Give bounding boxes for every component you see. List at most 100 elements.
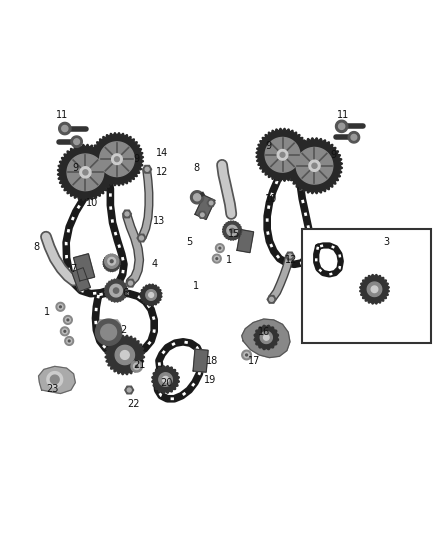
Polygon shape — [219, 247, 221, 249]
Polygon shape — [105, 335, 145, 375]
Polygon shape — [256, 128, 309, 181]
Polygon shape — [134, 363, 140, 369]
Polygon shape — [140, 284, 162, 306]
Polygon shape — [309, 160, 320, 171]
Text: 7: 7 — [71, 264, 77, 273]
Text: 11: 11 — [56, 110, 68, 120]
Text: 4: 4 — [151, 260, 157, 269]
Polygon shape — [146, 289, 156, 300]
Text: 17: 17 — [247, 356, 260, 366]
Polygon shape — [105, 279, 127, 302]
Polygon shape — [270, 297, 273, 301]
Polygon shape — [129, 281, 132, 285]
Polygon shape — [215, 244, 224, 253]
Polygon shape — [218, 246, 222, 251]
Polygon shape — [198, 212, 206, 218]
Polygon shape — [191, 191, 204, 204]
Text: 8: 8 — [193, 163, 199, 173]
Text: 16: 16 — [258, 327, 271, 337]
Text: 18: 18 — [206, 356, 218, 366]
Text: 23: 23 — [46, 384, 58, 394]
Polygon shape — [286, 138, 343, 193]
Text: 20: 20 — [160, 377, 172, 387]
Polygon shape — [110, 284, 122, 297]
Polygon shape — [265, 138, 300, 172]
Polygon shape — [60, 306, 61, 308]
Text: 8: 8 — [33, 242, 39, 252]
Polygon shape — [65, 336, 74, 345]
Polygon shape — [80, 167, 91, 178]
Polygon shape — [74, 254, 95, 281]
Polygon shape — [64, 330, 66, 332]
Polygon shape — [108, 257, 116, 265]
Polygon shape — [127, 388, 131, 392]
Polygon shape — [113, 288, 119, 293]
Polygon shape — [280, 152, 285, 157]
Text: 9: 9 — [134, 154, 140, 164]
Polygon shape — [71, 136, 82, 147]
Polygon shape — [115, 345, 134, 365]
Polygon shape — [131, 361, 142, 372]
Polygon shape — [137, 234, 146, 242]
Polygon shape — [254, 325, 279, 350]
Polygon shape — [343, 248, 367, 272]
Polygon shape — [209, 201, 213, 205]
Polygon shape — [267, 296, 276, 303]
Text: 1: 1 — [193, 281, 199, 291]
Polygon shape — [67, 319, 69, 321]
Polygon shape — [336, 120, 348, 133]
Text: 15: 15 — [228, 229, 240, 239]
Polygon shape — [115, 157, 119, 161]
Polygon shape — [152, 366, 179, 393]
Polygon shape — [149, 293, 153, 297]
Polygon shape — [60, 327, 69, 336]
Polygon shape — [286, 252, 294, 260]
Text: 14: 14 — [155, 148, 168, 158]
Polygon shape — [47, 372, 63, 387]
Polygon shape — [260, 332, 272, 343]
Polygon shape — [101, 324, 117, 340]
Polygon shape — [371, 286, 378, 293]
Polygon shape — [125, 212, 129, 216]
Polygon shape — [242, 350, 251, 360]
Polygon shape — [288, 254, 292, 258]
Polygon shape — [145, 167, 149, 171]
Polygon shape — [56, 302, 65, 311]
Polygon shape — [62, 125, 68, 132]
Polygon shape — [50, 375, 59, 384]
Polygon shape — [107, 259, 117, 268]
Polygon shape — [367, 282, 381, 296]
Polygon shape — [339, 123, 345, 130]
Polygon shape — [230, 229, 234, 233]
Polygon shape — [63, 329, 67, 334]
Polygon shape — [97, 320, 120, 341]
Polygon shape — [162, 376, 169, 383]
Text: 12: 12 — [285, 255, 297, 265]
Polygon shape — [83, 170, 88, 175]
Polygon shape — [140, 236, 143, 240]
Polygon shape — [277, 150, 288, 160]
Polygon shape — [110, 260, 113, 263]
Text: 12: 12 — [155, 167, 168, 177]
Polygon shape — [67, 338, 71, 343]
Polygon shape — [244, 352, 249, 358]
Text: 9: 9 — [331, 150, 337, 160]
Text: 3: 3 — [383, 237, 389, 247]
Polygon shape — [353, 259, 357, 262]
Polygon shape — [110, 261, 114, 265]
Polygon shape — [95, 319, 122, 345]
Polygon shape — [120, 351, 129, 359]
Polygon shape — [57, 144, 113, 200]
Polygon shape — [215, 256, 219, 261]
Text: 6: 6 — [123, 288, 129, 298]
Text: 1: 1 — [44, 308, 50, 318]
Text: 10: 10 — [86, 198, 99, 208]
Polygon shape — [223, 221, 242, 240]
Polygon shape — [351, 134, 357, 140]
Text: 11: 11 — [337, 110, 350, 120]
Text: 9: 9 — [73, 163, 79, 173]
Polygon shape — [296, 148, 333, 184]
Polygon shape — [195, 195, 215, 220]
Polygon shape — [242, 319, 290, 358]
Polygon shape — [125, 386, 134, 394]
